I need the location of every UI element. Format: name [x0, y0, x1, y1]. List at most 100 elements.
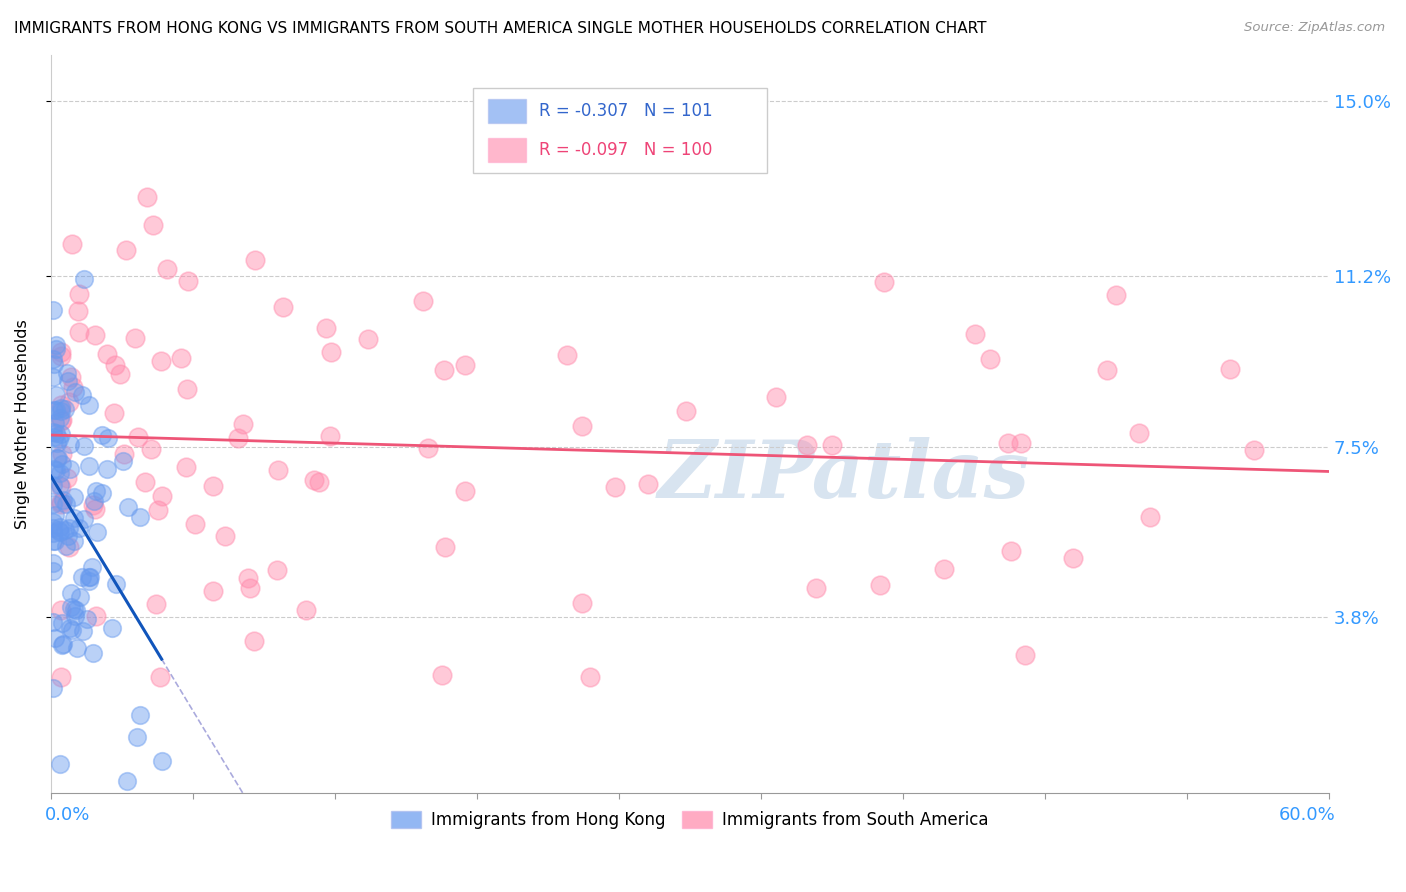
Point	[134, 475, 156, 490]
Point	[84, 327, 107, 342]
Point	[42, 615, 65, 629]
Point	[49, 466, 72, 480]
Point	[42, 526, 65, 541]
Point	[637, 477, 659, 491]
Point	[49, 401, 72, 415]
Point	[65, 603, 87, 617]
Point	[53, 401, 76, 416]
Point	[1010, 435, 1032, 450]
FancyBboxPatch shape	[472, 88, 766, 173]
Point	[73, 439, 96, 453]
Point	[66, 640, 89, 655]
Point	[412, 294, 434, 309]
Point	[59, 599, 82, 614]
Point	[82, 646, 104, 660]
Y-axis label: Single Mother Households: Single Mother Households	[15, 319, 30, 529]
Point	[48, 756, 70, 771]
Point	[63, 384, 86, 399]
FancyBboxPatch shape	[488, 138, 526, 162]
FancyBboxPatch shape	[488, 99, 526, 123]
Point	[76, 612, 98, 626]
Point	[56, 366, 79, 380]
Point	[1139, 509, 1161, 524]
Point	[174, 460, 197, 475]
Point	[963, 326, 986, 341]
Point	[869, 578, 891, 592]
Point	[77, 574, 100, 588]
Text: 0.0%: 0.0%	[45, 806, 90, 824]
Point	[150, 754, 173, 768]
Point	[69, 590, 91, 604]
Point	[238, 581, 260, 595]
Point	[1014, 648, 1036, 662]
Point	[821, 438, 844, 452]
Point	[51, 494, 73, 508]
Point	[319, 344, 342, 359]
Point	[103, 406, 125, 420]
Point	[45, 402, 67, 417]
Point	[66, 304, 89, 318]
Point	[84, 484, 107, 499]
Point	[90, 428, 112, 442]
Point	[149, 670, 172, 684]
Point	[45, 425, 67, 440]
Point	[176, 382, 198, 396]
Point	[83, 493, 105, 508]
Point	[356, 332, 378, 346]
Point	[51, 413, 73, 427]
Point	[45, 436, 67, 450]
Point	[434, 540, 457, 554]
Point	[1219, 361, 1241, 376]
Point	[266, 563, 288, 577]
Text: R = -0.307   N = 101: R = -0.307 N = 101	[538, 103, 713, 120]
Point	[70, 388, 93, 402]
Point	[129, 708, 152, 723]
Point	[51, 480, 73, 494]
Point	[59, 462, 82, 476]
Point	[67, 521, 90, 535]
Point	[55, 498, 77, 512]
Point	[184, 516, 207, 531]
Point	[112, 447, 135, 461]
Point	[416, 442, 439, 456]
Point	[73, 272, 96, 286]
Point	[146, 503, 169, 517]
Point	[45, 463, 67, 477]
Point	[932, 562, 955, 576]
Point	[201, 479, 224, 493]
Point	[58, 374, 80, 388]
Point	[45, 388, 67, 402]
Point	[214, 529, 236, 543]
Point	[226, 431, 249, 445]
Point	[295, 602, 318, 616]
Point	[117, 500, 139, 514]
Point	[1128, 425, 1150, 440]
Point	[430, 668, 453, 682]
Point	[42, 556, 65, 570]
Point	[242, 633, 264, 648]
Point	[115, 773, 138, 788]
Point	[44, 632, 66, 646]
Point	[42, 370, 65, 384]
Point	[42, 477, 65, 491]
Point	[51, 615, 73, 630]
Point	[141, 442, 163, 456]
Point	[273, 301, 295, 315]
Point	[58, 540, 80, 554]
Point	[45, 450, 67, 465]
Point	[51, 603, 73, 617]
Point	[872, 275, 894, 289]
Point	[1000, 543, 1022, 558]
Point	[82, 560, 104, 574]
Point	[44, 533, 66, 548]
Point	[58, 394, 80, 409]
Point	[308, 475, 330, 489]
Point	[177, 274, 200, 288]
Point	[49, 478, 72, 492]
Point	[63, 609, 86, 624]
Point	[127, 430, 149, 444]
Point	[82, 499, 104, 513]
Point	[49, 411, 72, 425]
Point	[77, 459, 100, 474]
Point	[48, 450, 70, 465]
